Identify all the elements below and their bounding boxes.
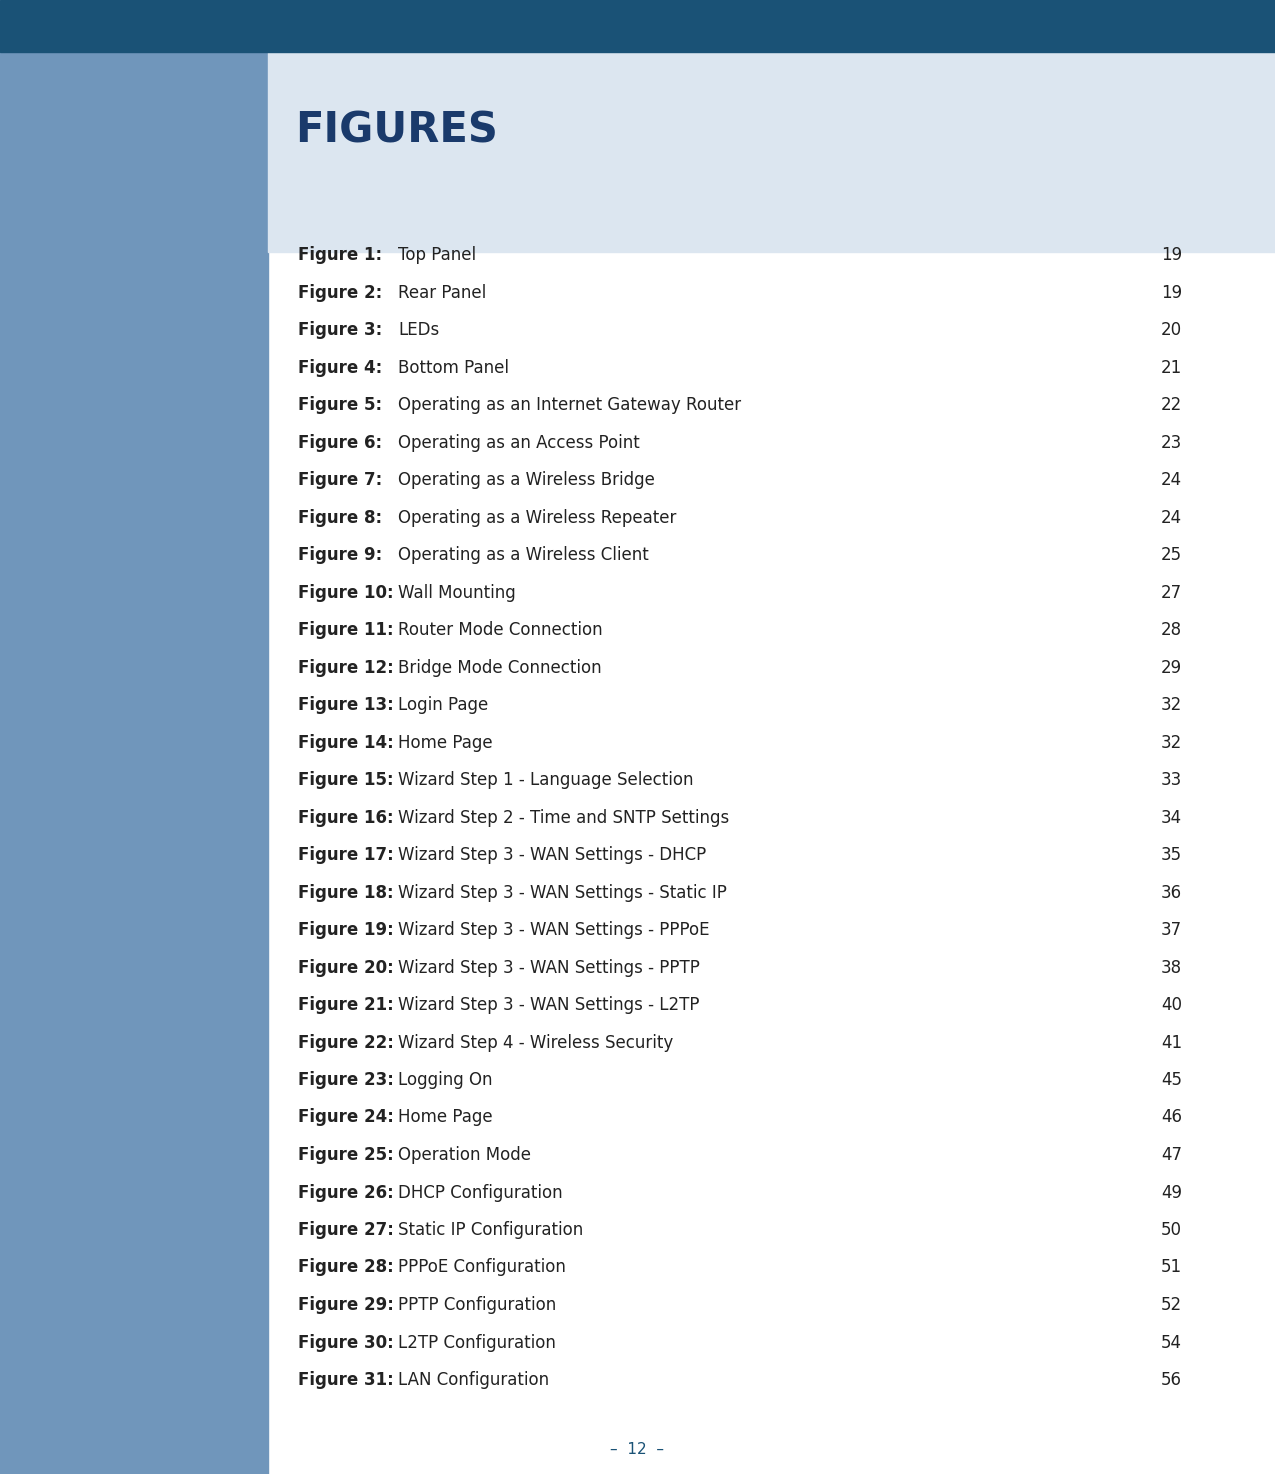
Text: LAN Configuration: LAN Configuration: [398, 1371, 550, 1389]
Text: Figure 19:: Figure 19:: [298, 921, 394, 939]
Text: Wizard Step 3 - WAN Settings - DHCP: Wizard Step 3 - WAN Settings - DHCP: [398, 846, 706, 864]
Text: 49: 49: [1162, 1184, 1182, 1201]
Text: Figure 27:: Figure 27:: [298, 1220, 394, 1240]
Text: 20: 20: [1160, 321, 1182, 339]
Text: 56: 56: [1162, 1371, 1182, 1389]
Text: Wizard Step 3 - WAN Settings - PPPoE: Wizard Step 3 - WAN Settings - PPPoE: [398, 921, 709, 939]
Text: Wizard Step 1 - Language Selection: Wizard Step 1 - Language Selection: [398, 771, 694, 789]
Text: Figure 10:: Figure 10:: [298, 584, 394, 601]
Text: Figure 12:: Figure 12:: [298, 659, 394, 677]
Text: Figure 22:: Figure 22:: [298, 1033, 394, 1051]
Text: 22: 22: [1160, 397, 1182, 414]
Text: Figure 2:: Figure 2:: [298, 283, 382, 302]
Text: 23: 23: [1160, 433, 1182, 451]
Text: Logging On: Logging On: [398, 1072, 492, 1089]
Text: 36: 36: [1160, 883, 1182, 902]
Text: Home Page: Home Page: [398, 1108, 492, 1126]
Text: Figure 23:: Figure 23:: [298, 1072, 394, 1089]
Text: Figure 6:: Figure 6:: [298, 433, 382, 451]
Text: 28: 28: [1160, 621, 1182, 640]
Text: Wizard Step 3 - WAN Settings - PPTP: Wizard Step 3 - WAN Settings - PPTP: [398, 958, 700, 976]
Text: Figure 8:: Figure 8:: [298, 509, 382, 526]
Text: PPPoE Configuration: PPPoE Configuration: [398, 1259, 566, 1276]
Text: Operation Mode: Operation Mode: [398, 1145, 530, 1164]
Text: 27: 27: [1160, 584, 1182, 601]
Text: 50: 50: [1162, 1220, 1182, 1240]
Text: Rear Panel: Rear Panel: [398, 283, 486, 302]
Text: 33: 33: [1160, 771, 1182, 789]
Text: Figure 24:: Figure 24:: [298, 1108, 394, 1126]
Text: 24: 24: [1160, 472, 1182, 489]
Text: Figure 20:: Figure 20:: [298, 958, 394, 976]
Text: DHCP Configuration: DHCP Configuration: [398, 1184, 562, 1201]
Text: 37: 37: [1160, 921, 1182, 939]
Text: 51: 51: [1160, 1259, 1182, 1276]
Text: Operating as an Access Point: Operating as an Access Point: [398, 433, 640, 451]
Text: 19: 19: [1160, 246, 1182, 264]
Text: 24: 24: [1160, 509, 1182, 526]
Text: Figure 26:: Figure 26:: [298, 1184, 394, 1201]
Text: Operating as a Wireless Bridge: Operating as a Wireless Bridge: [398, 472, 655, 489]
Text: Wizard Step 4 - Wireless Security: Wizard Step 4 - Wireless Security: [398, 1033, 673, 1051]
Text: 40: 40: [1162, 996, 1182, 1014]
Text: 46: 46: [1162, 1108, 1182, 1126]
Text: Wizard Step 2 - Time and SNTP Settings: Wizard Step 2 - Time and SNTP Settings: [398, 809, 729, 827]
Text: 54: 54: [1162, 1334, 1182, 1352]
Text: 29: 29: [1160, 659, 1182, 677]
Text: 45: 45: [1162, 1072, 1182, 1089]
Text: Top Panel: Top Panel: [398, 246, 476, 264]
Text: –  12  –: – 12 –: [611, 1443, 664, 1458]
Text: Figure 17:: Figure 17:: [298, 846, 394, 864]
Text: Figure 14:: Figure 14:: [298, 734, 394, 752]
Text: Operating as an Internet Gateway Router: Operating as an Internet Gateway Router: [398, 397, 741, 414]
Text: Bottom Panel: Bottom Panel: [398, 358, 509, 376]
Text: Wizard Step 3 - WAN Settings - Static IP: Wizard Step 3 - WAN Settings - Static IP: [398, 883, 727, 902]
Text: 35: 35: [1160, 846, 1182, 864]
Text: L2TP Configuration: L2TP Configuration: [398, 1334, 556, 1352]
Text: 47: 47: [1162, 1145, 1182, 1164]
Text: Operating as a Wireless Client: Operating as a Wireless Client: [398, 545, 649, 565]
Text: Figure 30:: Figure 30:: [298, 1334, 394, 1352]
Text: Figure 25:: Figure 25:: [298, 1145, 394, 1164]
Text: 52: 52: [1160, 1296, 1182, 1313]
Text: 32: 32: [1160, 734, 1182, 752]
Text: Home Page: Home Page: [398, 734, 492, 752]
Text: Figure 4:: Figure 4:: [298, 358, 382, 376]
Text: Figure 9:: Figure 9:: [298, 545, 382, 565]
Text: Operating as a Wireless Repeater: Operating as a Wireless Repeater: [398, 509, 676, 526]
Text: 25: 25: [1160, 545, 1182, 565]
Text: Wizard Step 3 - WAN Settings - L2TP: Wizard Step 3 - WAN Settings - L2TP: [398, 996, 700, 1014]
Text: Figure 31:: Figure 31:: [298, 1371, 394, 1389]
Text: Figure 16:: Figure 16:: [298, 809, 394, 827]
Text: Figure 3:: Figure 3:: [298, 321, 382, 339]
Text: Figure 5:: Figure 5:: [298, 397, 382, 414]
Text: Login Page: Login Page: [398, 696, 488, 713]
Text: 19: 19: [1160, 283, 1182, 302]
Text: 34: 34: [1160, 809, 1182, 827]
Text: 21: 21: [1160, 358, 1182, 376]
Text: Figure 29:: Figure 29:: [298, 1296, 394, 1313]
Text: FIGURES: FIGURES: [295, 109, 497, 150]
Text: Static IP Configuration: Static IP Configuration: [398, 1220, 583, 1240]
Text: Figure 11:: Figure 11:: [298, 621, 394, 640]
Text: Figure 15:: Figure 15:: [298, 771, 394, 789]
Bar: [0, 0, 1275, 52]
Text: 32: 32: [1160, 696, 1182, 713]
Text: Router Mode Connection: Router Mode Connection: [398, 621, 603, 640]
Bar: [0, 52, 268, 1474]
Text: Figure 21:: Figure 21:: [298, 996, 394, 1014]
Text: Figure 13:: Figure 13:: [298, 696, 394, 713]
Text: Bridge Mode Connection: Bridge Mode Connection: [398, 659, 602, 677]
Text: 38: 38: [1160, 958, 1182, 976]
Text: Wall Mounting: Wall Mounting: [398, 584, 516, 601]
Bar: [268, 52, 1275, 252]
Text: PPTP Configuration: PPTP Configuration: [398, 1296, 556, 1313]
Text: Figure 7:: Figure 7:: [298, 472, 382, 489]
Text: Figure 1:: Figure 1:: [298, 246, 382, 264]
Text: 41: 41: [1160, 1033, 1182, 1051]
Text: Figure 18:: Figure 18:: [298, 883, 394, 902]
Text: Figure 28:: Figure 28:: [298, 1259, 394, 1276]
Text: LEDs: LEDs: [398, 321, 440, 339]
